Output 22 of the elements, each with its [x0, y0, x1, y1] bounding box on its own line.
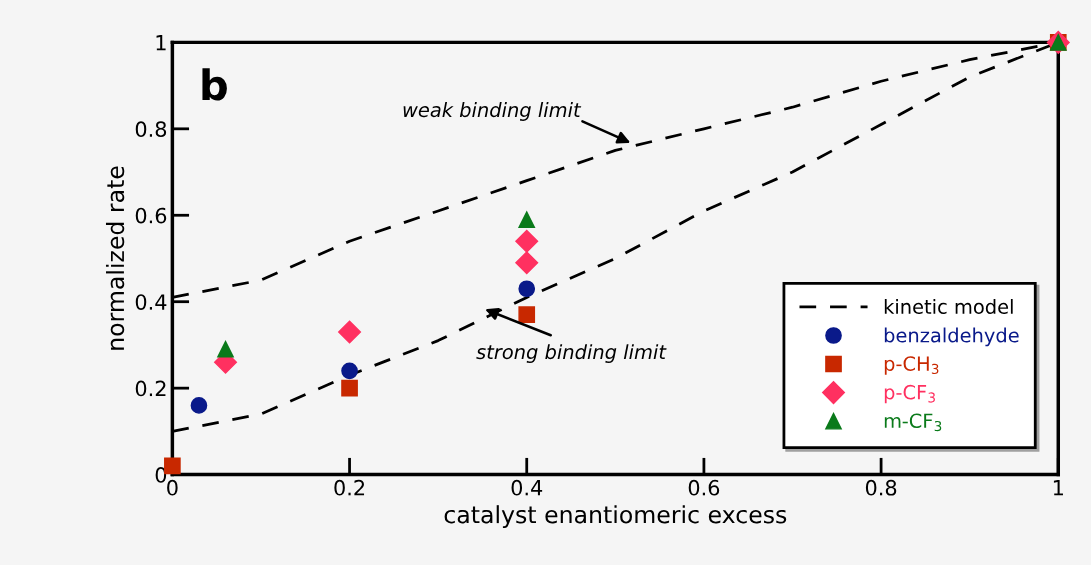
x-tick-label: 0.6	[688, 479, 720, 496]
legend-label: kinetic model	[884, 298, 1013, 315]
x-tick-label: 0.4	[511, 479, 543, 496]
legend-label: p-CH$_{3}$	[884, 356, 939, 375]
x-tick-label: 0.8	[865, 479, 897, 496]
y-tick-label: 0.6	[135, 207, 167, 224]
x-axis-title: catalyst enantiomeric excess	[444, 505, 787, 529]
legend-label: p-CF$_{3}$	[884, 384, 935, 404]
y-tick-label: 0.8	[135, 121, 167, 138]
x-tick-label: 0	[167, 479, 178, 496]
y-tick-label: 0	[155, 467, 167, 483]
legend-label: benzaldehyde	[884, 327, 1019, 347]
legend-label: m-CF$_{3}$	[884, 413, 942, 432]
y-tick-label: 0.2	[135, 380, 166, 397]
x-tick-label: 1	[1053, 480, 1063, 496]
y-tick-label: 0.4	[135, 294, 167, 310]
y-tick-label: 1	[156, 35, 166, 51]
annotation: weak binding limit	[403, 102, 582, 121]
y-axis-title: normalized rate	[105, 166, 125, 350]
x-tick-label: 0.2	[334, 479, 365, 496]
annotation: b	[202, 68, 227, 101]
annotation: strong binding limit	[476, 344, 667, 363]
